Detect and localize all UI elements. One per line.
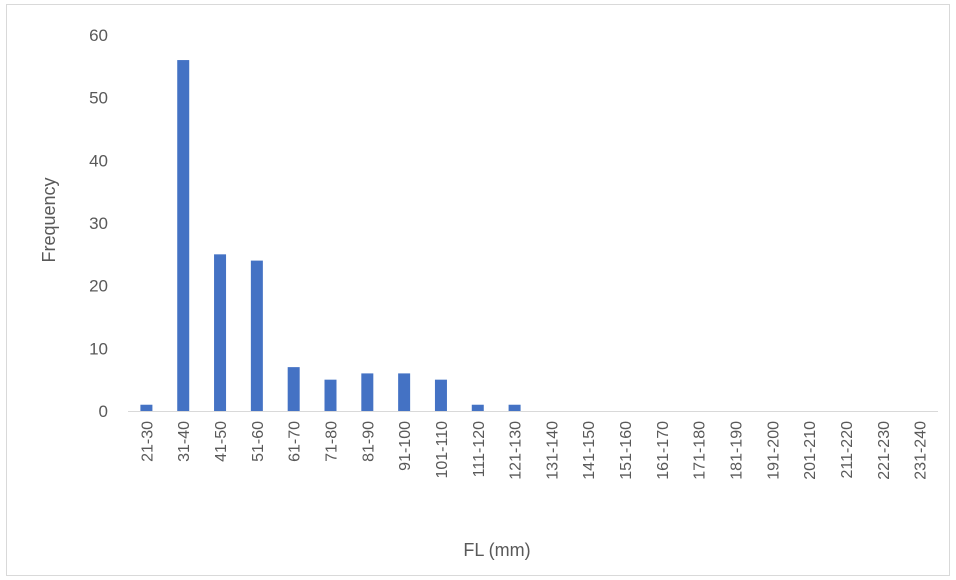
y-tick-label: 10 [89,339,108,358]
x-tick-label: 31-40 [176,421,193,462]
x-tick-label: 61-70 [287,421,304,462]
x-tick-label: 201-210 [802,421,819,480]
y-tick-label: 20 [89,277,108,296]
x-tick-label: 51-60 [250,421,267,462]
bar [398,373,411,411]
x-tick-label: 161-170 [655,421,672,480]
x-tick-label: 231-240 [913,421,930,480]
x-tick-label: 171-180 [692,421,709,480]
x-tick-label: 181-190 [729,421,746,480]
bar [361,373,374,411]
y-tick-label: 0 [99,402,108,421]
x-tick-label: 71-80 [324,421,341,462]
x-tick-label: 131-140 [544,421,561,480]
x-tick-label: 91-100 [397,421,414,471]
x-tick-label: 101-110 [434,421,451,479]
y-tick-label: 60 [89,26,108,45]
chart-frame [6,4,950,576]
x-tick-label: 151-160 [618,421,635,480]
y-tick-label: 30 [89,214,108,233]
bar [471,404,484,411]
bar [508,404,521,411]
bar [324,379,337,411]
y-tick-label: 50 [89,89,108,108]
y-axis-title: Frequency [39,177,59,262]
x-tick-label: 221-230 [876,421,893,480]
y-axis-ticks: 0 10 20 30 40 50 60 [89,26,108,421]
x-axis-ticks: 21-30 31-40 41-50 51-60 61-70 71-80 81-90 91-10… [139,421,929,480]
y-tick-label: 40 [89,151,108,170]
x-tick-label: 211-220 [839,421,856,479]
bar [177,60,190,412]
bar [250,260,263,411]
x-tick-label: 41-50 [213,421,230,462]
x-tick-label: 141-150 [581,421,598,480]
x-tick-label: 191-200 [765,421,782,480]
bar [140,404,153,411]
bar [214,254,227,411]
x-axis-title: FL (mm) [463,540,530,560]
bar [434,379,447,411]
x-tick-label: 121-130 [508,421,525,480]
x-tick-label: 21-30 [139,421,156,462]
bars [140,60,521,412]
x-tick-label: 81-90 [360,421,377,462]
x-tick-label: 111-120 [471,421,488,477]
bar [287,367,300,411]
